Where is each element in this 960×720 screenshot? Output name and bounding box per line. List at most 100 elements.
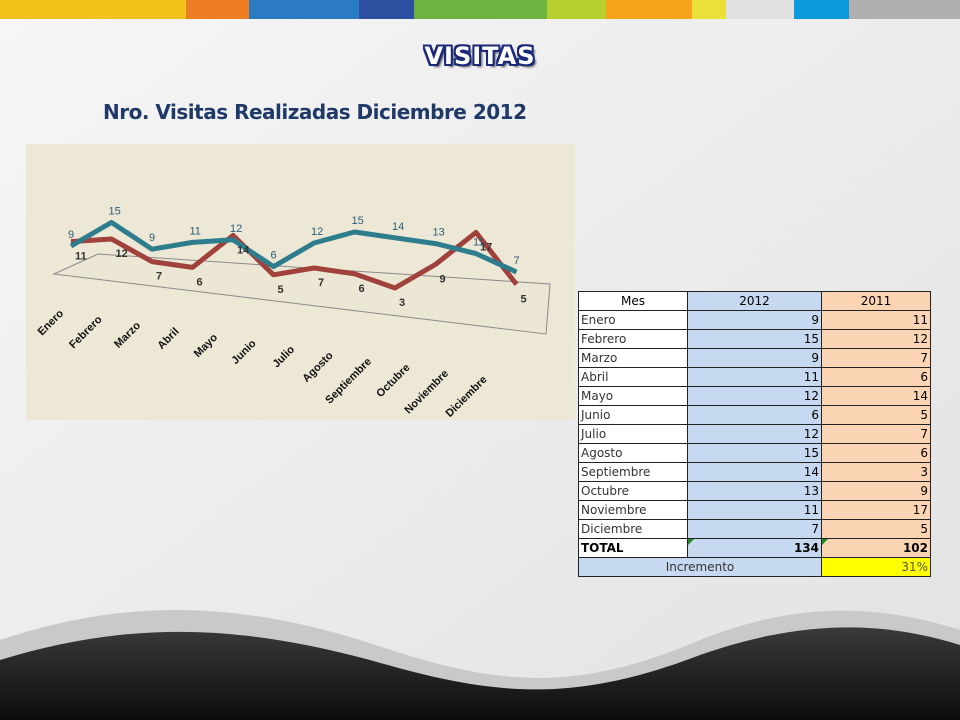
data-label: 9 [149, 232, 155, 244]
stripe-segment [606, 0, 692, 19]
cell-mes: Junio [578, 405, 688, 425]
series-line-2011 [70, 229, 519, 291]
slide-title: VISITAS [424, 42, 536, 70]
cell-mes: Marzo [578, 348, 688, 368]
data-label: 6 [271, 250, 277, 262]
cell-mes: Noviembre [578, 500, 688, 520]
stripe-segment [414, 0, 547, 19]
table-row: Marzo 9 7 [578, 348, 931, 368]
cell-mes: TOTAL [578, 538, 688, 558]
data-label: 9 [440, 273, 446, 285]
cell-mes: Diciembre [578, 519, 688, 539]
cell-2012: 15 [687, 443, 822, 463]
stripe-segment [849, 0, 960, 19]
cell-2012: 6 [687, 405, 822, 425]
data-label: 13 [433, 227, 445, 239]
cell-2012: 9 [687, 310, 822, 330]
header-2011: 2011 [821, 291, 931, 311]
cell-2011: 12 [821, 329, 931, 349]
cell-2011: 5 [821, 519, 931, 539]
cell-2011: 17 [821, 500, 931, 520]
header-2012: 2012 [687, 291, 822, 311]
cell-mes: Julio [578, 424, 688, 444]
cell-2011: 7 [821, 348, 931, 368]
table-row: Noviembre 11 17 [578, 500, 931, 520]
cell-2011: 6 [821, 443, 931, 463]
error-indicator-icon [688, 539, 694, 545]
cell-mes: Agosto [578, 443, 688, 463]
cell-2011: 6 [821, 367, 931, 387]
cell-2011: 102 [821, 538, 931, 558]
data-table: Mes 2012 2011 Enero 9 11 Febrero 15 12 Marzo 9 7… [578, 291, 931, 577]
cell-2012: 11 [687, 500, 822, 520]
data-label: 15 [109, 205, 121, 217]
stripe-segment [249, 0, 359, 19]
cell-2011: 11 [821, 310, 931, 330]
data-label: 7 [514, 255, 520, 267]
stripe-segment [794, 0, 849, 19]
table-header-row: Mes 2012 2011 [578, 291, 931, 311]
data-label: 6 [197, 276, 203, 288]
stripe-segment [726, 0, 794, 19]
color-stripe-bar [0, 0, 960, 19]
cell-2012: 15 [687, 329, 822, 349]
data-label: 5 [521, 293, 527, 305]
data-label: 12 [311, 226, 323, 238]
data-label: 7 [156, 271, 162, 283]
data-label: 11 [75, 251, 87, 263]
cell-mes: Octubre [578, 481, 688, 501]
header-mes: Mes [578, 291, 688, 311]
cell-mes: Enero [578, 310, 688, 330]
table-total-row: TOTAL 134 102 [578, 538, 931, 558]
cell-2012: 134 [687, 538, 822, 558]
series-line-2012 [69, 219, 518, 275]
chart-subtitle: Nro. Visitas Realizadas Diciembre 2012 [103, 100, 527, 124]
table-row: Junio 6 5 [578, 405, 931, 425]
data-label: 11 [473, 237, 484, 249]
data-label: 12 [230, 223, 242, 235]
stripe-segment [547, 0, 606, 19]
cell-2012: 14 [687, 462, 822, 482]
table-row: Mayo 12 14 [578, 386, 931, 406]
cell-2011: 7 [821, 424, 931, 444]
data-label: 5 [278, 284, 284, 296]
data-label: 7 [318, 277, 324, 289]
cell-2012: 12 [687, 386, 822, 406]
cell-2011: 5 [821, 405, 931, 425]
stripe-segment [186, 0, 249, 19]
data-label: 14 [392, 221, 404, 233]
cell-2012: 9 [687, 348, 822, 368]
increment-label: Incremento [578, 557, 822, 577]
cell-2012: 11 [687, 367, 822, 387]
table-row: Agosto 15 6 [578, 443, 931, 463]
cell-2012: 7 [687, 519, 822, 539]
cell-2012: 13 [687, 481, 822, 501]
increment-row: Incremento 31% [578, 557, 931, 577]
data-label: 11 [190, 225, 201, 237]
data-label: 12 [116, 248, 128, 260]
stripe-segment [692, 0, 726, 19]
table-row: Septiembre 14 3 [578, 462, 931, 482]
stripe-segment [0, 0, 186, 19]
cell-2011: 3 [821, 462, 931, 482]
table-row: Febrero 15 12 [578, 329, 931, 349]
cell-mes: Mayo [578, 386, 688, 406]
increment-value: 31% [821, 557, 931, 577]
data-label: 3 [399, 297, 405, 309]
cell-mes: Septiembre [578, 462, 688, 482]
cell-mes: Febrero [578, 329, 688, 349]
data-label: 14 [237, 244, 250, 256]
table-row: Diciembre 7 5 [578, 519, 931, 539]
data-label: 6 [359, 283, 365, 295]
table-row: Octubre 13 9 [578, 481, 931, 501]
stripe-segment [359, 0, 414, 19]
data-label: 17 [480, 241, 492, 253]
data-label: 15 [352, 215, 364, 227]
table-row: Julio 12 7 [578, 424, 931, 444]
cell-mes: Abril [578, 367, 688, 387]
cell-2011: 9 [821, 481, 931, 501]
cell-2011: 14 [821, 386, 931, 406]
table-row: Abril 11 6 [578, 367, 931, 387]
error-indicator-icon [822, 539, 828, 545]
